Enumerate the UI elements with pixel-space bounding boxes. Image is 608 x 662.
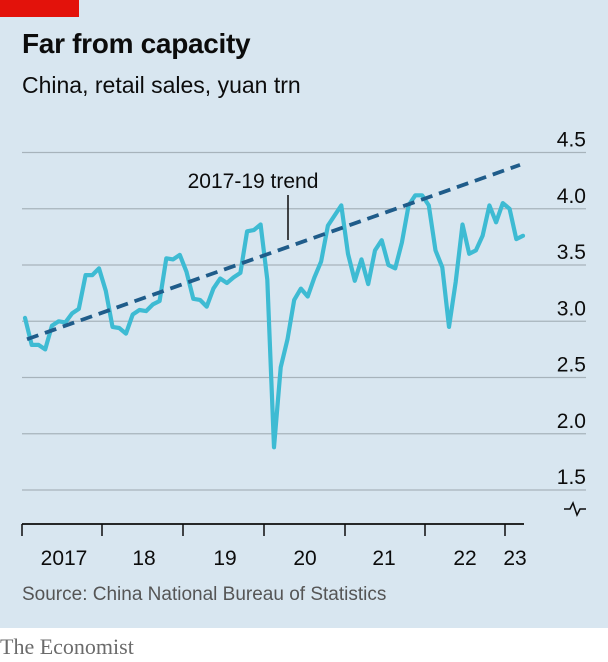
chart-title: Far from capacity xyxy=(22,28,251,59)
y-tick-label: 4.5 xyxy=(557,129,586,152)
y-tick-label: 2.5 xyxy=(557,354,586,377)
source-note: Source: China National Bureau of Statist… xyxy=(22,584,387,605)
series-line-retail-sales xyxy=(22,193,526,450)
chart-subtitle: China, retail sales, yuan trn xyxy=(22,72,301,98)
series-line-trend xyxy=(26,163,521,342)
y-tick-label: 4.0 xyxy=(557,185,586,208)
series-layer xyxy=(22,163,526,450)
y-tick-label: 1.5 xyxy=(557,466,586,489)
y-tick-label: 3.5 xyxy=(557,241,586,264)
y-tick-label: 2.0 xyxy=(557,410,586,433)
brand-wordmark: The Economist xyxy=(0,634,134,659)
x-tick-label: 22 xyxy=(453,547,476,570)
x-tick-label: 21 xyxy=(372,547,395,570)
y-axis-tick-labels: 1.5 2.0 2.5 3.0 3.5 4.0 4.5 xyxy=(557,129,586,490)
annotation-trend-label: 2017-19 trend xyxy=(188,170,319,193)
brand-red-tag xyxy=(0,0,79,17)
axis-break-zigzag xyxy=(564,501,586,517)
x-axis: 2017 18 19 20 21 22 23 xyxy=(21,523,527,570)
x-tick-label: 20 xyxy=(293,547,316,570)
y-tick-label: 3.0 xyxy=(557,297,586,320)
x-tick-label: 19 xyxy=(213,547,236,570)
x-tick-label: 2017 xyxy=(41,547,88,570)
line-chart: 1.5 2.0 2.5 3.0 3.5 4.0 4.5 2017 18 19 20 21 22 23 2… xyxy=(21,129,586,570)
y-axis-break-icon xyxy=(564,501,586,517)
x-tick-label: 18 xyxy=(132,547,155,570)
annotations: 2017-19 trend xyxy=(188,170,319,240)
x-tick-label: 23 xyxy=(503,547,526,570)
